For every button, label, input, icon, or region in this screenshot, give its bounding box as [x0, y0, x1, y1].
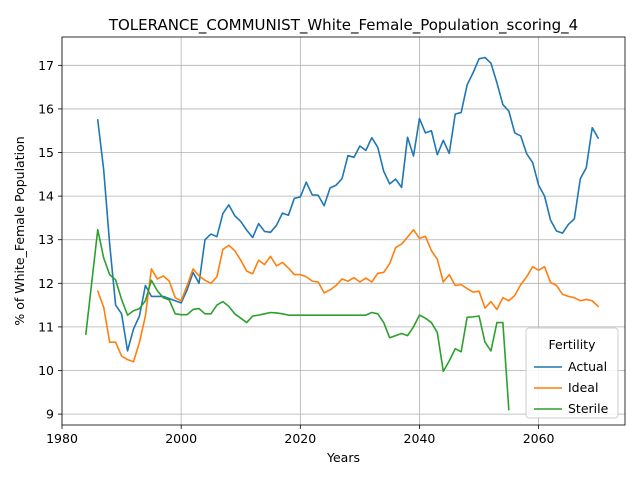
series-line-actual — [96, 56, 599, 352]
legend-title: Fertility — [549, 337, 597, 352]
legend-label-actual: Actual — [568, 359, 607, 374]
grid — [61, 37, 625, 425]
y-tick-label: 12 — [38, 276, 54, 291]
legend-label-ideal: Ideal — [568, 380, 598, 395]
x-tick-label: 2020 — [284, 431, 316, 446]
legend-entries: Actual Ideal Sterile — [534, 359, 609, 416]
x-axis-title: Years — [326, 450, 360, 465]
y-axis-title: % of White_Female Population — [12, 136, 27, 325]
legend-box — [525, 327, 619, 419]
plot-frame — [61, 36, 626, 426]
y-tick-label: 16 — [38, 101, 54, 116]
y-tick-label: 11 — [38, 319, 54, 334]
series-line-ideal — [96, 228, 599, 363]
x-tick-label: 1980 — [46, 431, 78, 446]
legend: Fertility Actual Ideal Sterile — [525, 327, 619, 419]
y-tick-label: 13 — [38, 232, 54, 247]
y-tick-label: 10 — [38, 363, 54, 378]
y-tick-label: 17 — [38, 58, 54, 73]
y-tick-label: 15 — [38, 145, 54, 160]
chart-title: TOLERANCE_COMMUNIST_White_Female_Populat… — [108, 16, 578, 35]
y-tick-label: 14 — [38, 189, 54, 204]
legend-label-sterile: Sterile — [568, 401, 609, 416]
series-line-sterile — [85, 228, 510, 411]
y-tick-label: 9 — [46, 407, 54, 422]
x-tick-label: 2040 — [404, 431, 436, 446]
x-axis-ticks: 1980 2000 2020 2040 2060 — [46, 425, 555, 446]
x-tick-label: 2060 — [523, 431, 555, 446]
y-axis-ticks: 9 10 11 12 13 14 15 16 17 — [38, 58, 62, 422]
x-tick-label: 2000 — [165, 431, 197, 446]
series-lines — [85, 56, 599, 411]
